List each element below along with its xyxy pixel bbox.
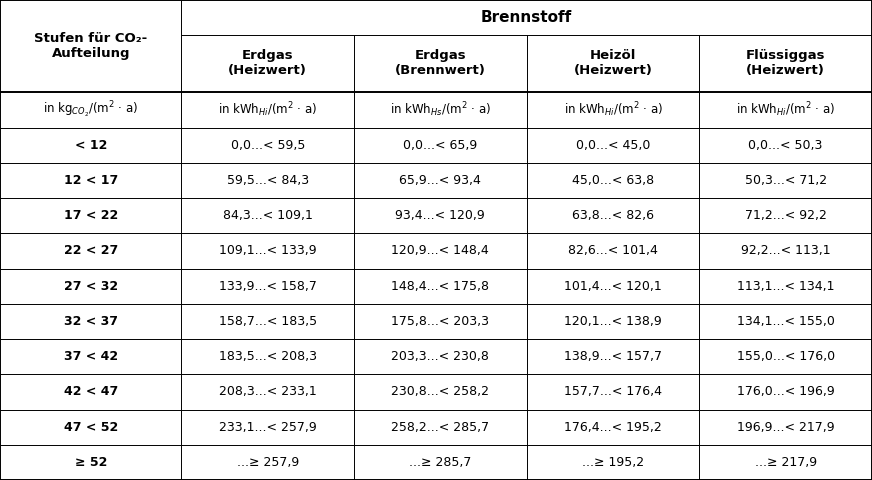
Text: 22 < 27: 22 < 27 [64,244,118,257]
Text: 0,0...< 65,9: 0,0...< 65,9 [403,139,478,152]
Text: ...≥ 195,2: ...≥ 195,2 [582,456,644,469]
Text: Heizöl
(Heizwert): Heizöl (Heizwert) [574,49,652,77]
Text: 0,0...< 59,5: 0,0...< 59,5 [230,139,305,152]
Text: 113,1...< 134,1: 113,1...< 134,1 [737,280,835,293]
Text: 109,1...< 133,9: 109,1...< 133,9 [219,244,317,257]
Text: Stufen für CO₂-
Aufteilung: Stufen für CO₂- Aufteilung [34,32,147,60]
Text: 196,9...< 217,9: 196,9...< 217,9 [737,420,835,433]
Text: 138,9...< 157,7: 138,9...< 157,7 [564,350,662,363]
Text: 65,9...< 93,4: 65,9...< 93,4 [399,174,481,187]
Text: 42 < 47: 42 < 47 [64,385,118,398]
Text: ...≥ 285,7: ...≥ 285,7 [409,456,472,469]
Text: 59,5...< 84,3: 59,5...< 84,3 [227,174,309,187]
Text: 45,0...< 63,8: 45,0...< 63,8 [572,174,654,187]
Text: 17 < 22: 17 < 22 [64,209,118,222]
Text: ≥ 52: ≥ 52 [74,456,107,469]
Text: 0,0...< 50,3: 0,0...< 50,3 [748,139,823,152]
Text: 27 < 32: 27 < 32 [64,280,118,293]
Text: Erdgas
(Heizwert): Erdgas (Heizwert) [228,49,307,77]
Text: 37 < 42: 37 < 42 [64,350,118,363]
Text: 233,1...< 257,9: 233,1...< 257,9 [219,420,317,433]
Text: 258,2...< 285,7: 258,2...< 285,7 [392,420,489,433]
Text: 203,3...< 230,8: 203,3...< 230,8 [392,350,489,363]
Text: 208,3...< 233,1: 208,3...< 233,1 [219,385,317,398]
Text: 82,6...< 101,4: 82,6...< 101,4 [568,244,658,257]
Text: ...≥ 217,9: ...≥ 217,9 [754,456,817,469]
Text: 63,8...< 82,6: 63,8...< 82,6 [572,209,654,222]
Text: 47 < 52: 47 < 52 [64,420,118,433]
Text: in kWh$_{Hi}$/(m$^2$ · a): in kWh$_{Hi}$/(m$^2$ · a) [563,100,663,119]
Text: 175,8...< 203,3: 175,8...< 203,3 [392,315,489,328]
Text: in kg$_{CO_2}$/(m$^2$ · a): in kg$_{CO_2}$/(m$^2$ · a) [44,99,138,120]
Text: 101,4...< 120,1: 101,4...< 120,1 [564,280,662,293]
Text: 176,0...< 196,9: 176,0...< 196,9 [737,385,835,398]
Text: in kWh$_{Hi}$/(m$^2$ · a): in kWh$_{Hi}$/(m$^2$ · a) [218,100,317,119]
Text: in kWh$_{Hs}$/(m$^2$ · a): in kWh$_{Hs}$/(m$^2$ · a) [390,100,491,119]
Text: 84,3...< 109,1: 84,3...< 109,1 [222,209,313,222]
Text: ...≥ 257,9: ...≥ 257,9 [236,456,299,469]
Text: 92,2...< 113,1: 92,2...< 113,1 [741,244,830,257]
Text: 176,4...< 195,2: 176,4...< 195,2 [564,420,662,433]
Text: Flüssiggas
(Heizwert): Flüssiggas (Heizwert) [746,49,826,77]
Text: 155,0...< 176,0: 155,0...< 176,0 [737,350,835,363]
Text: 93,4...< 120,9: 93,4...< 120,9 [396,209,485,222]
Text: 148,4...< 175,8: 148,4...< 175,8 [392,280,489,293]
Text: 183,5...< 208,3: 183,5...< 208,3 [219,350,317,363]
Text: 12 < 17: 12 < 17 [64,174,118,187]
Text: 120,1...< 138,9: 120,1...< 138,9 [564,315,662,328]
Text: Brennstoff: Brennstoff [481,10,572,25]
Text: 71,2...< 92,2: 71,2...< 92,2 [745,209,827,222]
Text: 120,9...< 148,4: 120,9...< 148,4 [392,244,489,257]
Text: 50,3...< 71,2: 50,3...< 71,2 [745,174,827,187]
Text: 230,8...< 258,2: 230,8...< 258,2 [392,385,489,398]
Text: < 12: < 12 [74,139,107,152]
Text: 134,1...< 155,0: 134,1...< 155,0 [737,315,835,328]
Text: 0,0...< 45,0: 0,0...< 45,0 [576,139,651,152]
Text: 32 < 37: 32 < 37 [64,315,118,328]
Text: 158,7...< 183,5: 158,7...< 183,5 [219,315,317,328]
Text: 157,7...< 176,4: 157,7...< 176,4 [564,385,662,398]
Text: 133,9...< 158,7: 133,9...< 158,7 [219,280,317,293]
Text: Erdgas
(Brennwert): Erdgas (Brennwert) [395,49,486,77]
Text: in kWh$_{Hi}$/(m$^2$ · a): in kWh$_{Hi}$/(m$^2$ · a) [736,100,835,119]
